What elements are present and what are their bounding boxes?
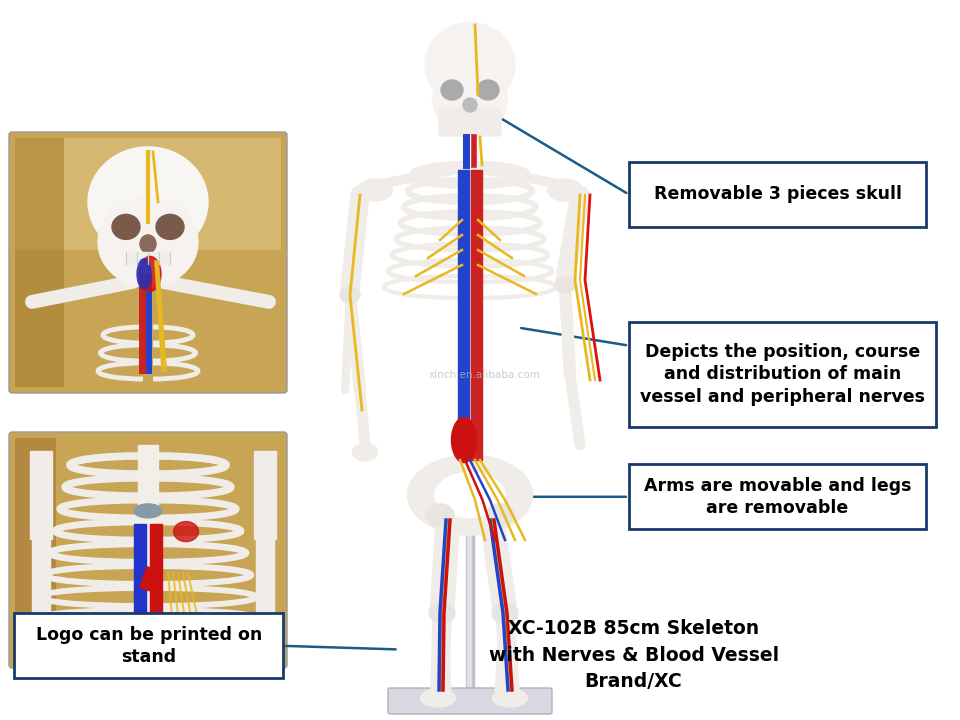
Ellipse shape <box>451 418 476 462</box>
Ellipse shape <box>555 277 575 293</box>
Bar <box>462 396 478 407</box>
Bar <box>15 138 281 250</box>
Ellipse shape <box>352 443 377 461</box>
Bar <box>629 162 926 227</box>
Bar <box>462 249 478 260</box>
Ellipse shape <box>420 689 455 707</box>
Ellipse shape <box>407 455 533 535</box>
Ellipse shape <box>139 256 161 292</box>
Ellipse shape <box>134 504 162 518</box>
Ellipse shape <box>137 259 151 289</box>
Ellipse shape <box>547 179 583 201</box>
Bar <box>462 375 478 386</box>
Ellipse shape <box>463 98 477 112</box>
Bar <box>467 507 471 702</box>
Bar <box>15 138 64 387</box>
Bar <box>30 451 52 539</box>
Ellipse shape <box>441 80 463 100</box>
Bar <box>462 354 478 365</box>
Text: xinch.en.alibaba.com: xinch.en.alibaba.com <box>429 370 540 380</box>
Ellipse shape <box>492 689 527 707</box>
Text: Arms are movable and legs
are removable: Arms are movable and legs are removable <box>644 477 911 517</box>
Bar <box>629 323 936 426</box>
Ellipse shape <box>426 504 454 526</box>
Bar <box>462 165 478 176</box>
Bar <box>150 523 162 650</box>
Text: Logo can be printed on
stand: Logo can be printed on stand <box>36 626 262 666</box>
FancyBboxPatch shape <box>9 432 287 668</box>
Ellipse shape <box>492 603 518 623</box>
Bar <box>462 291 478 302</box>
Bar <box>462 501 478 512</box>
Text: Depicts the position, course
and distribution of main
vessel and peripheral nerv: Depicts the position, course and distrib… <box>640 343 924 405</box>
Bar <box>458 170 469 460</box>
Bar <box>466 507 474 702</box>
Bar <box>462 207 478 218</box>
Bar <box>462 312 478 323</box>
Ellipse shape <box>429 603 455 623</box>
Ellipse shape <box>98 197 198 287</box>
Ellipse shape <box>112 215 140 239</box>
FancyBboxPatch shape <box>439 108 501 136</box>
Bar <box>14 613 283 678</box>
Ellipse shape <box>140 235 156 253</box>
Ellipse shape <box>357 179 393 201</box>
Ellipse shape <box>340 287 360 303</box>
Bar <box>462 459 478 470</box>
Ellipse shape <box>477 80 499 100</box>
Ellipse shape <box>88 147 208 257</box>
Bar <box>462 160 478 290</box>
Bar <box>15 438 56 662</box>
FancyBboxPatch shape <box>9 132 287 393</box>
Ellipse shape <box>435 472 505 518</box>
FancyBboxPatch shape <box>388 688 552 714</box>
Ellipse shape <box>174 521 199 541</box>
Bar <box>254 451 276 539</box>
Bar <box>629 464 926 529</box>
Bar <box>462 480 478 491</box>
Bar <box>462 228 478 239</box>
Bar <box>138 445 158 645</box>
Ellipse shape <box>425 22 515 107</box>
Bar <box>126 252 170 264</box>
Bar <box>462 333 478 344</box>
Bar <box>462 186 478 197</box>
Bar <box>134 523 146 650</box>
Ellipse shape <box>156 215 184 239</box>
Ellipse shape <box>433 66 508 134</box>
Bar <box>462 417 478 428</box>
Ellipse shape <box>486 504 514 526</box>
Bar <box>471 170 482 460</box>
Bar <box>462 438 478 449</box>
Text: Removable 3 pieces skull: Removable 3 pieces skull <box>654 185 901 203</box>
Text: XC-102B 85cm Skeleton
with Nerves & Blood Vessel
Brand/XC: XC-102B 85cm Skeleton with Nerves & Bloo… <box>489 619 779 691</box>
Bar <box>462 270 478 281</box>
